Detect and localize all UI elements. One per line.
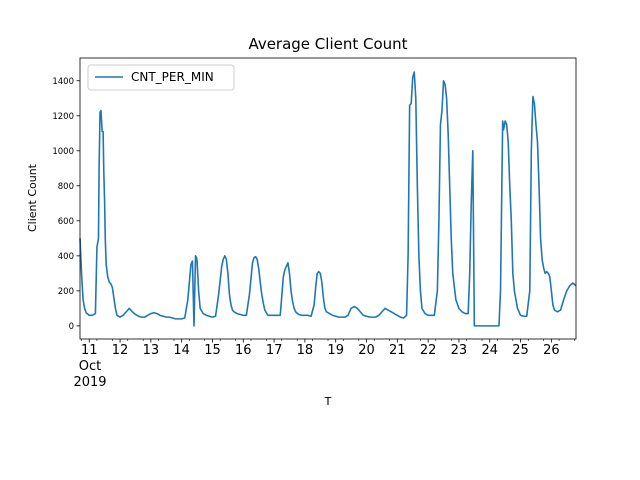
x-tick-label: 19 bbox=[327, 343, 344, 358]
x-tick-label: 11 bbox=[81, 343, 98, 358]
x-tick-label: 22 bbox=[420, 343, 437, 358]
series-line-cnt-per-min bbox=[79, 71, 577, 327]
x-axis-label: T bbox=[324, 395, 332, 408]
x-tick-label: 25 bbox=[512, 343, 529, 358]
y-tick-label: 600 bbox=[58, 217, 74, 227]
y-tick-label: 1200 bbox=[52, 112, 74, 122]
legend: CNT_PER_MIN bbox=[87, 64, 235, 91]
x-tick-label: 21 bbox=[389, 343, 406, 358]
x-tick-label: 24 bbox=[481, 343, 498, 358]
y-tick-label: 0 bbox=[69, 322, 74, 332]
legend-box bbox=[87, 64, 235, 91]
y-tick-label: 800 bbox=[58, 182, 74, 192]
x-tick-label: 20 bbox=[358, 343, 375, 358]
x-tick-label: 17 bbox=[266, 343, 283, 358]
x-tick-year-label: 2019 bbox=[73, 375, 106, 390]
x-axis: 11 12 13 14 15 16 17 18 19 20 21 22 23 24 25 26 bbox=[81, 339, 575, 358]
plot-area bbox=[80, 58, 576, 339]
legend-entry-label: CNT_PER_MIN bbox=[131, 70, 214, 84]
x-tick-label: 13 bbox=[143, 343, 160, 358]
y-axis-label: Client Count bbox=[26, 163, 39, 232]
x-tick-label: 16 bbox=[235, 343, 252, 358]
x-tick-label: 15 bbox=[204, 343, 221, 358]
y-tick-label: 200 bbox=[58, 287, 74, 297]
y-tick-label: 1000 bbox=[52, 147, 74, 157]
chart-title: Average Client Count bbox=[248, 35, 407, 53]
x-tick-month-label: Oct bbox=[79, 359, 101, 374]
x-tick-label: 18 bbox=[297, 343, 314, 358]
x-tick-label: 12 bbox=[112, 343, 129, 358]
series-layer bbox=[79, 71, 577, 327]
y-axis: 0 200 400 600 800 1000 1200 1400 bbox=[52, 77, 80, 332]
y-tick-label: 400 bbox=[58, 252, 74, 262]
x-tick-label: 26 bbox=[543, 343, 560, 358]
x-tick-label: 14 bbox=[173, 343, 190, 358]
x-tick-label: 23 bbox=[451, 343, 468, 358]
y-tick-label: 1400 bbox=[52, 77, 74, 87]
